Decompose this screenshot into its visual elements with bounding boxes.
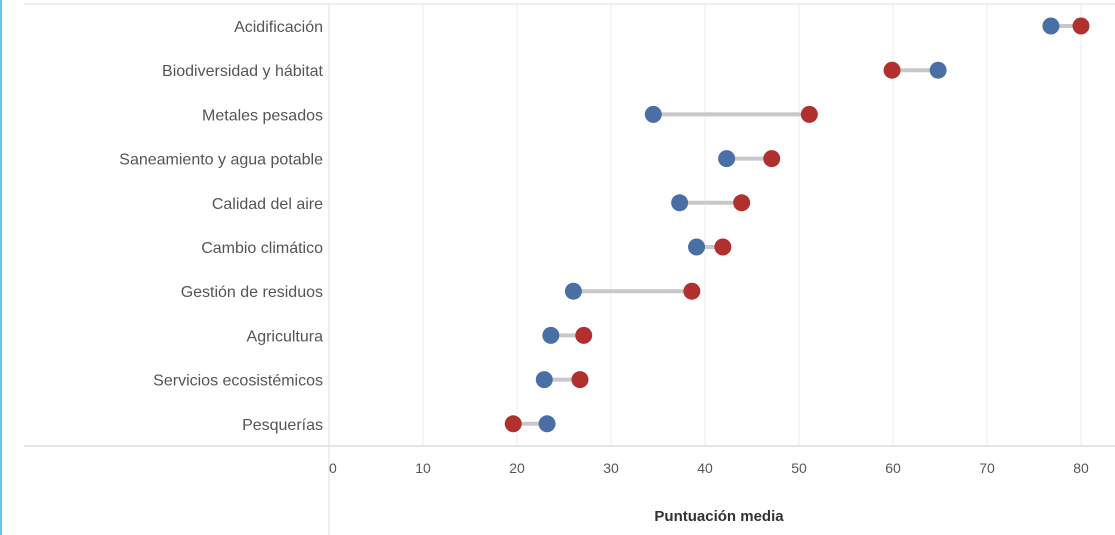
category-label: Metales pesados — [202, 107, 323, 124]
x-tick-label: 0 — [329, 460, 337, 476]
point-blue — [671, 194, 689, 212]
category-label: Calidad del aire — [212, 196, 323, 213]
point-red — [1072, 17, 1090, 35]
point-red — [800, 105, 818, 123]
x-tick-label: 10 — [415, 460, 431, 476]
category-label: Gestión de residuos — [181, 284, 323, 301]
point-blue — [644, 105, 662, 123]
x-tick-label: 30 — [603, 460, 619, 476]
category-label: Cambio climático — [201, 240, 323, 257]
point-red — [883, 61, 901, 79]
point-red — [575, 326, 593, 344]
point-red — [504, 415, 522, 433]
point-blue — [535, 371, 553, 389]
x-tick-label: 80 — [1073, 460, 1089, 476]
category-label: Biodiversidad y hábitat — [162, 63, 324, 80]
category-label: Acidificación — [234, 19, 323, 36]
x-tick-label: 70 — [979, 460, 995, 476]
x-tick-label: 20 — [509, 460, 525, 476]
point-red — [571, 371, 589, 389]
category-label: Agricultura — [247, 328, 324, 345]
point-red — [763, 150, 781, 168]
point-blue — [564, 282, 582, 300]
point-blue — [718, 150, 736, 168]
connectors — [513, 24, 1081, 426]
point-blue — [542, 326, 560, 344]
x-axis-title: Puntuación media — [654, 508, 784, 525]
point-blue — [1042, 17, 1060, 35]
point-blue — [688, 238, 706, 256]
point-red — [733, 194, 751, 212]
x-tick-label: 40 — [697, 460, 713, 476]
x-tick-labels: 0 10 20 30 40 50 60 70 80 — [329, 460, 1089, 476]
category-label: Servicios ecosistémicos — [153, 373, 323, 390]
x-tick-label: 50 — [791, 460, 807, 476]
data-points — [504, 17, 1090, 433]
category-labels: Acidificación Biodiversidad y hábitat Meta… — [119, 19, 323, 434]
category-label: Saneamiento y agua potable — [119, 152, 323, 169]
grid — [422, 4, 1082, 446]
point-red — [714, 238, 732, 256]
x-tick-label: 60 — [885, 460, 901, 476]
point-blue — [538, 415, 556, 433]
point-blue — [929, 61, 947, 79]
point-red — [683, 282, 701, 300]
category-label: Pesquerías — [242, 417, 323, 434]
